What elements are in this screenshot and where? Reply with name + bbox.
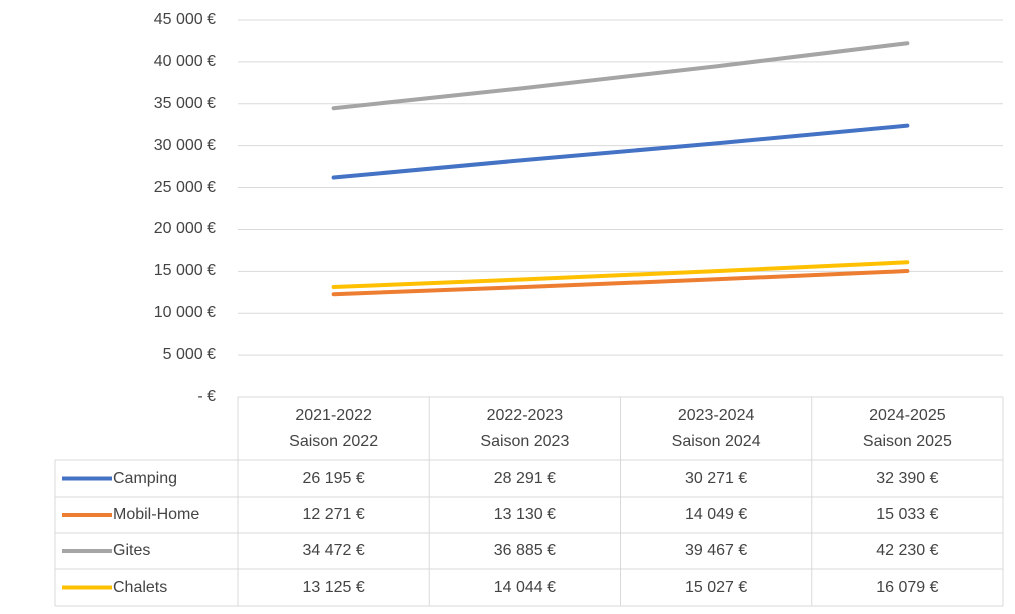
value-label: 26 195 € — [302, 469, 365, 487]
y-tick-label: 35 000 € — [153, 94, 216, 112]
category-label: 2023-2024 Saison 2024 — [671, 407, 761, 450]
value-label: 12 271 € — [302, 506, 365, 523]
y-tick-label: - € — [197, 388, 216, 405]
y-tick-label: 30 000 € — [153, 136, 216, 154]
value-label: 39 467 € — [684, 542, 748, 559]
legend-label: Mobil-Home — [113, 506, 200, 523]
legend-label: Camping — [113, 469, 178, 487]
legend-label: Gites — [113, 542, 151, 559]
value-label: 14 044 € — [493, 578, 557, 596]
value-label: 16 079 € — [876, 578, 939, 596]
y-tick-label: 40 000 € — [153, 52, 216, 70]
category-label: 2021-2022 Saison 2022 — [289, 407, 379, 450]
value-label: 32 390 € — [876, 469, 939, 487]
y-tick-label: 45 000 € — [153, 11, 216, 28]
value-label: 34 472 € — [302, 542, 365, 559]
series-line — [331, 269, 910, 297]
y-tick-label: 5 000 € — [162, 346, 216, 364]
y-tick-label: 15 000 € — [153, 262, 216, 280]
value-label: 13 130 € — [493, 506, 557, 523]
value-label: 14 049 € — [684, 506, 748, 523]
value-label: 15 033 € — [876, 506, 939, 523]
series-line — [331, 260, 910, 290]
value-label: 28 291 € — [493, 469, 557, 487]
y-tick-label: 25 000 € — [153, 178, 216, 196]
value-label: 42 230 € — [876, 542, 939, 559]
category-label: 2022-2023 Saison 2023 — [480, 407, 570, 450]
value-label: 30 271 € — [684, 469, 748, 487]
value-label: 36 885 € — [493, 542, 557, 559]
series-line — [331, 41, 910, 111]
value-label: 13 125 € — [302, 578, 365, 596]
value-label: 15 027 € — [684, 578, 748, 596]
category-label: 2024-2025 Saison 2025 — [862, 407, 952, 450]
series-line — [331, 123, 910, 180]
legend-label: Chalets — [113, 578, 168, 596]
y-tick-label: 10 000 € — [153, 304, 216, 322]
y-tick-label: 20 000 € — [153, 220, 216, 238]
